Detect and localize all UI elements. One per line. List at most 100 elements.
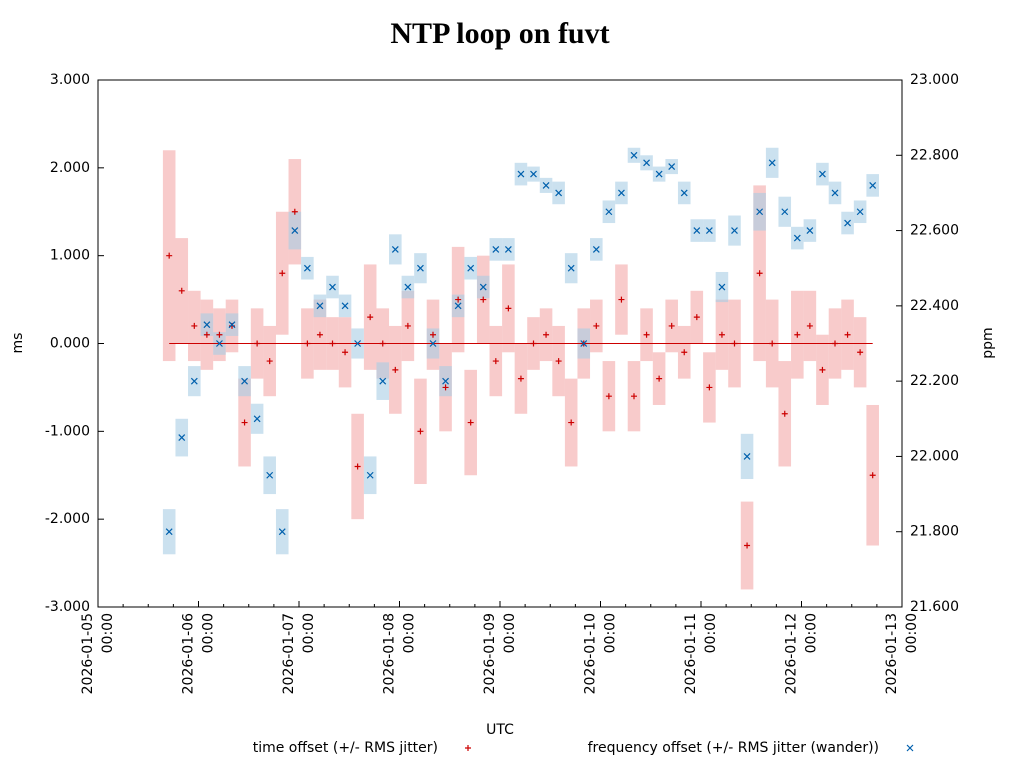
chart-title: NTP loop on fuvt [390, 17, 609, 50]
point [693, 314, 700, 321]
point [366, 471, 374, 479]
point [379, 377, 387, 385]
point [454, 302, 462, 310]
point [367, 314, 374, 321]
y-tick-label: -2.000 [45, 511, 90, 527]
point [718, 283, 726, 291]
point [430, 331, 436, 338]
point [391, 245, 399, 253]
point [191, 322, 198, 329]
x-tick-group: 2026-01-09 00:00 [482, 613, 518, 694]
point [618, 189, 625, 197]
point [480, 296, 487, 303]
point [769, 340, 776, 347]
x-tick-group: 2026-01-06 00:00 [181, 613, 217, 694]
y2-tick-label: 22.200 [910, 373, 959, 389]
point [291, 208, 298, 215]
x-tick-label: 2026-01-05 00:00 [80, 613, 116, 694]
point [681, 349, 688, 356]
point [555, 358, 562, 365]
point [793, 234, 801, 242]
point [668, 163, 676, 171]
point [291, 227, 299, 234]
y-tick-label: 3.000 [50, 72, 90, 88]
point [756, 208, 764, 216]
point [743, 453, 751, 460]
point [856, 208, 864, 216]
point [442, 384, 449, 391]
point [643, 331, 650, 338]
point [241, 419, 248, 426]
x-tick-label: 2026-01-08 00:00 [382, 613, 418, 694]
point [794, 331, 801, 338]
y-tick-label: 2.000 [50, 160, 90, 176]
point [479, 283, 487, 291]
point [643, 159, 650, 167]
point [806, 322, 813, 329]
y2-tick-label: 22.600 [910, 223, 959, 239]
x-tick-label: 2026-01-10 00:00 [583, 613, 619, 694]
point [781, 208, 789, 216]
point [342, 349, 349, 356]
x-axis-label: UTC [486, 722, 514, 738]
x-tick-label: 2026-01-09 00:00 [482, 613, 518, 694]
point [166, 252, 173, 259]
point [404, 283, 412, 291]
point [429, 340, 437, 347]
x-tick-label: 2026-01-11 00:00 [683, 613, 719, 694]
point [630, 151, 638, 159]
point [228, 321, 236, 329]
point [417, 264, 424, 272]
point [329, 340, 336, 347]
x-tick-group: 2026-01-07 00:00 [281, 613, 317, 694]
point [455, 296, 462, 303]
point [203, 331, 210, 338]
point [605, 208, 613, 216]
point [806, 227, 814, 234]
point [279, 270, 286, 277]
point [379, 340, 386, 347]
x-tick-label: 2026-01-07 00:00 [281, 613, 317, 694]
point [844, 219, 851, 227]
point [303, 264, 311, 272]
point [832, 340, 838, 347]
y2-axis-label: ppm [980, 327, 996, 358]
x-tick-group: 2026-01-05 00:00 [80, 613, 116, 694]
point [831, 189, 839, 197]
point [492, 358, 499, 365]
point [781, 410, 788, 417]
point [266, 358, 273, 365]
point [718, 331, 725, 338]
y2-tick-label: 21.800 [910, 524, 959, 540]
point [304, 340, 311, 347]
point [819, 366, 826, 373]
legend-label: time offset (+/- RMS jitter) [253, 740, 438, 756]
point [869, 472, 876, 479]
point [593, 322, 600, 329]
point [680, 189, 688, 197]
point [467, 264, 475, 272]
point [618, 296, 625, 303]
y-tick-label: 1.000 [50, 248, 90, 264]
point [178, 287, 185, 294]
point [392, 366, 399, 373]
point [417, 428, 424, 435]
point [253, 415, 261, 423]
y2-tick-label: 23.000 [910, 72, 959, 88]
point [542, 181, 550, 189]
point [316, 302, 324, 310]
point [530, 340, 537, 347]
point [731, 340, 738, 347]
point [329, 283, 336, 291]
y2-tick-label: 22.400 [910, 298, 959, 314]
point [656, 375, 663, 382]
point [555, 189, 563, 197]
point [341, 302, 349, 310]
point [592, 245, 600, 253]
point [354, 340, 362, 347]
x-tick-group: 2026-01-13 00:00 [884, 613, 920, 694]
point [203, 321, 211, 329]
point [655, 170, 663, 178]
point [505, 305, 512, 312]
